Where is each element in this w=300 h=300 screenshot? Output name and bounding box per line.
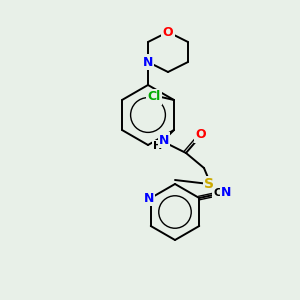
Text: N: N	[143, 56, 153, 68]
Text: N: N	[221, 187, 231, 200]
Text: N: N	[144, 191, 154, 205]
Text: Cl: Cl	[147, 91, 161, 103]
Text: S: S	[204, 177, 214, 191]
Text: N: N	[159, 134, 169, 146]
Text: C: C	[213, 188, 221, 198]
Text: O: O	[196, 128, 206, 142]
Text: O: O	[163, 26, 173, 38]
Text: H: H	[153, 141, 163, 151]
